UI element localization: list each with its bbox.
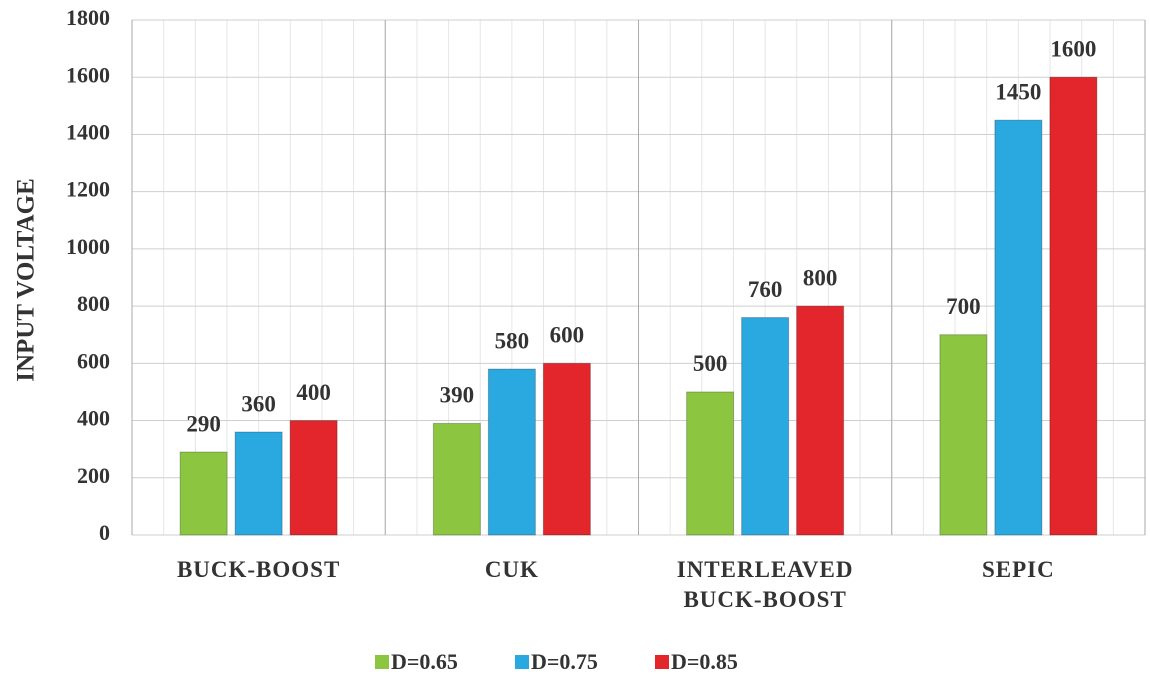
y-tick-label: 1800	[66, 5, 110, 30]
value-label: 580	[495, 328, 530, 353]
bar	[1049, 76, 1098, 536]
value-label: 600	[550, 323, 585, 348]
value-label: 290	[186, 411, 221, 436]
legend-swatch	[515, 655, 529, 669]
value-label: 400	[296, 380, 331, 405]
bar	[487, 368, 536, 536]
bar	[686, 391, 735, 536]
y-tick-label: 1600	[66, 62, 110, 87]
x-tick-label: BUCK-BOOST	[176, 557, 341, 582]
bar	[796, 305, 845, 536]
value-label: 390	[440, 383, 475, 408]
y-tick-label: 1400	[66, 119, 110, 144]
y-axis-label: INPUT VOLTAGE	[13, 178, 40, 382]
value-label: 1450	[995, 79, 1041, 104]
y-tick-label: 800	[77, 291, 110, 316]
x-tick-label: SEPIC	[982, 557, 1055, 582]
bar	[432, 422, 481, 536]
bar	[994, 119, 1043, 536]
legend-swatch	[655, 655, 669, 669]
x-tick-label: CUK	[484, 557, 539, 582]
bar	[939, 334, 988, 536]
bar	[542, 362, 591, 536]
legend-label: D=0.85	[671, 649, 738, 674]
legend-swatch	[375, 655, 389, 669]
legend-label: D=0.75	[531, 649, 598, 674]
value-label: 360	[241, 391, 276, 416]
value-label: 800	[803, 265, 838, 290]
value-label: 500	[693, 351, 728, 376]
value-label: 1600	[1050, 37, 1096, 62]
bar	[289, 420, 338, 536]
y-tick-label: 1200	[66, 177, 110, 202]
value-label: 700	[946, 294, 981, 319]
bar	[234, 431, 283, 536]
value-label: 760	[748, 277, 783, 302]
y-tick-label: 400	[77, 406, 110, 431]
legend-label: D=0.65	[391, 649, 458, 674]
y-tick-label: 600	[77, 348, 110, 373]
bar	[179, 451, 228, 536]
y-tick-label: 0	[99, 520, 110, 545]
y-tick-label: 200	[77, 463, 110, 488]
x-tick-label: INTERLEAVED BUCK-BOOST	[676, 557, 854, 612]
bar	[741, 317, 790, 536]
y-tick-label: 1000	[66, 234, 110, 259]
